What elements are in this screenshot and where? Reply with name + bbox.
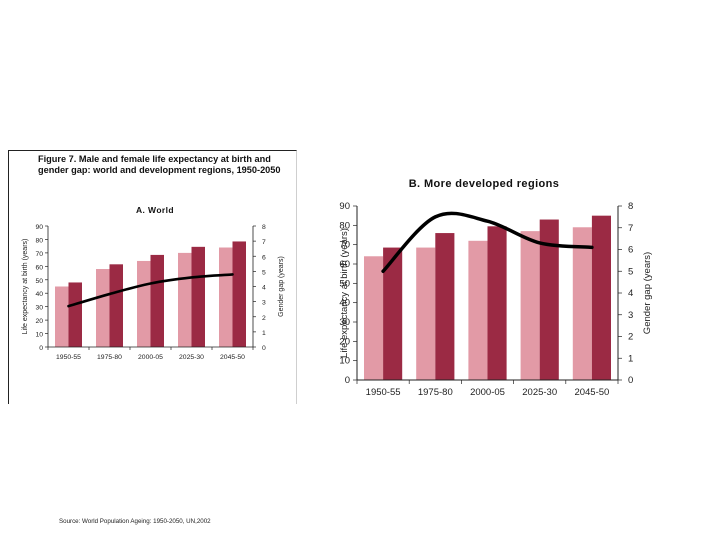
y-tick-label: 50 (35, 278, 43, 285)
bar-female (191, 246, 205, 347)
bar-male (55, 286, 69, 347)
bar-male (137, 260, 151, 347)
y2-tick-label: 7 (262, 239, 266, 246)
y-tick-label: 50 (339, 278, 350, 289)
y2-tick-label: 2 (628, 332, 633, 343)
y2-tick-label: 4 (628, 288, 633, 299)
y2-tick-label: 0 (628, 375, 633, 386)
bar-male (416, 247, 436, 380)
bar-female (487, 226, 507, 380)
gender-gap-line (381, 211, 594, 273)
y-tick-label: 90 (35, 224, 43, 231)
y-axis-title: Life expectancy at birth (years) (22, 239, 29, 335)
gender-gap-line (67, 273, 234, 308)
y-tick-label: 70 (339, 240, 350, 251)
x-tick-label: 1975-80 (97, 354, 122, 361)
y2-tick-label: 8 (262, 224, 266, 231)
bar-female (232, 241, 246, 347)
bar-female (435, 233, 455, 380)
x-tick-label: 2045-50 (220, 354, 245, 361)
y-tick-label: 0 (345, 375, 350, 386)
y2-tick-label: 1 (628, 353, 633, 364)
bar-female (383, 247, 403, 380)
chart-world: A. World 0 10 20 30 40 50 60 70 80 90 0 1 2 3 4 5 6 7 8 1950… (22, 205, 285, 361)
y2-axis-title: Gender gap (years) (642, 252, 653, 334)
bar-female (591, 215, 611, 380)
y2-tick-label: 4 (262, 285, 266, 292)
y-tick-label: 30 (339, 317, 350, 328)
y2-tick-label: 3 (628, 310, 633, 321)
y-tick-label: 90 (339, 201, 350, 212)
y-tick-label: 10 (339, 356, 350, 367)
x-tick-label: 1950-55 (366, 387, 401, 398)
bar-female (150, 254, 164, 347)
y-tick-label: 20 (35, 318, 43, 325)
y2-tick-label: 1 (262, 330, 266, 337)
bar-female (539, 219, 559, 380)
chart-more-developed: B. More developed regions010203040506070… (339, 178, 653, 398)
y-tick-label: 0 (39, 345, 43, 352)
bar-male (178, 252, 192, 347)
y2-axis-title: Gender gap (years) (278, 256, 285, 317)
bar-female (109, 264, 123, 347)
y2-tick-label: 6 (262, 254, 266, 261)
x-tick-label: 1950-55 (56, 354, 81, 361)
source-note: Source: World Population Ageing: 1950-20… (59, 518, 211, 525)
y2-tick-label: 5 (262, 269, 266, 276)
bar-male (219, 247, 233, 347)
y-tick-label: 70 (35, 251, 43, 258)
y-tick-label: 10 (35, 332, 43, 339)
y-tick-label: 40 (339, 298, 350, 309)
y-tick-label: 60 (35, 264, 43, 271)
figure-title: Figure 7. Male and female life expectanc… (38, 154, 281, 175)
y2-tick-label: 2 (262, 315, 266, 322)
y2-tick-label: 0 (262, 345, 266, 352)
y2-tick-label: 8 (628, 201, 633, 212)
y-tick-label: 80 (35, 237, 43, 244)
x-tick-label: 2045-50 (574, 387, 609, 398)
bar-female (68, 282, 82, 347)
bar-male (520, 231, 540, 380)
chart-title: B. More developed regions (409, 178, 560, 190)
y-tick-label: 20 (339, 336, 350, 347)
x-tick-label: 2025-30 (522, 387, 557, 398)
y2-tick-label: 5 (628, 266, 633, 277)
y-axis-title: Life expectancy at birth (years) (339, 228, 350, 358)
y-tick-label: 40 (35, 291, 43, 298)
bar-male (572, 227, 592, 380)
x-tick-label: 2000-05 (138, 354, 163, 361)
chart-title: A. World (136, 205, 174, 215)
bar-male (468, 240, 488, 380)
y-tick-label: 80 (339, 220, 350, 231)
y-tick-label: 30 (35, 305, 43, 312)
y2-tick-label: 7 (628, 223, 633, 234)
y2-tick-label: 6 (628, 245, 633, 256)
y2-tick-label: 3 (262, 300, 266, 307)
bar-male (364, 256, 384, 380)
x-tick-label: 2025-30 (179, 354, 204, 361)
bar-male (96, 269, 110, 347)
x-tick-label: 1975-80 (418, 387, 453, 398)
x-tick-label: 2000-05 (470, 387, 505, 398)
y-tick-label: 60 (339, 259, 350, 270)
